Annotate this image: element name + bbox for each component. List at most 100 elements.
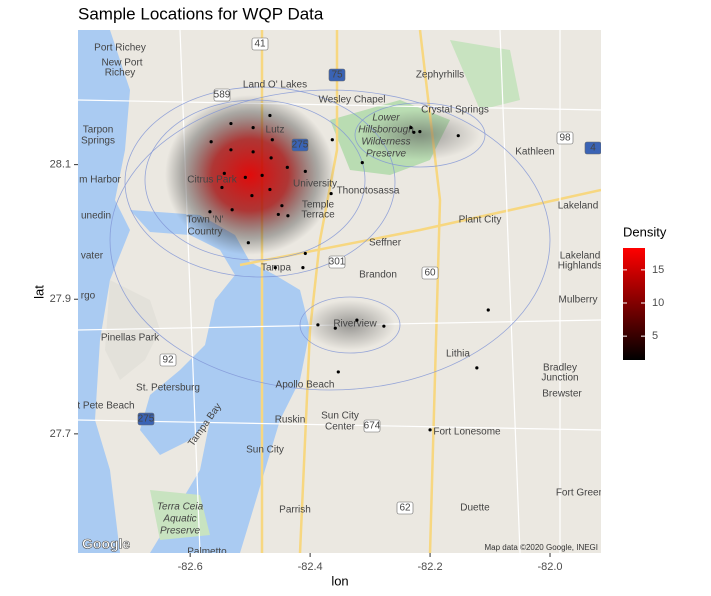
road-shield [396, 501, 414, 515]
map-label: Terrace [301, 210, 335, 221]
road-number: 301 [329, 257, 346, 268]
road-shield [556, 131, 574, 145]
map-label: Terra Ceia [157, 502, 204, 513]
point [260, 173, 264, 177]
road-number: 98 [559, 133, 571, 144]
map-label: Temple [302, 200, 335, 211]
point [301, 266, 305, 270]
colorbar-label: 5 [652, 330, 658, 342]
point [428, 428, 432, 432]
map-label: Lower [372, 113, 400, 124]
point [251, 125, 255, 130]
point [418, 130, 422, 134]
map-label: Kathleen [515, 147, 554, 158]
point [222, 171, 226, 175]
map-label: Citrus Park [187, 175, 237, 186]
point [486, 308, 490, 312]
point [336, 370, 340, 374]
point [360, 161, 364, 165]
density [305, 300, 395, 350]
map-label: Lakeland [560, 251, 601, 262]
colorbar-label: 15 [652, 264, 664, 276]
colorbar [623, 248, 645, 360]
road-shield [137, 412, 155, 426]
map-label: Seffner [369, 238, 402, 249]
map-label: Mulberry [559, 295, 598, 306]
park [150, 490, 210, 540]
map-label: Highlands [558, 261, 602, 272]
map-label: Fort Green [556, 488, 604, 499]
map-label: Aquatic [162, 514, 196, 525]
point [303, 251, 307, 256]
road-shield [328, 255, 346, 269]
point [230, 208, 234, 212]
map-label: Springs [81, 136, 115, 147]
road-shield [328, 68, 346, 82]
point [229, 148, 233, 152]
x-tick-label: -82.4 [298, 561, 323, 573]
map-label: St. Petersburg [136, 383, 200, 394]
point [382, 324, 386, 328]
road-number: 62 [399, 503, 411, 514]
map-label: Palmetto [187, 547, 227, 558]
road-shield [213, 88, 231, 102]
road-number: 60 [424, 268, 436, 279]
map-label: Bradley [543, 363, 577, 374]
map-label: Lakeland [558, 201, 599, 212]
point [316, 323, 320, 327]
point [409, 125, 413, 130]
y-tick-label: 28.1 [50, 159, 71, 171]
road-shield [159, 353, 177, 367]
point [456, 134, 460, 138]
point [208, 210, 212, 214]
point [251, 150, 255, 154]
map-label: Sun City [246, 445, 284, 456]
road-number: 674 [364, 421, 381, 432]
road-number: 275 [292, 140, 309, 151]
map-label: Pinellas Park [101, 333, 160, 344]
point [285, 165, 289, 169]
point [268, 187, 272, 192]
map-label: Plant City [459, 215, 502, 226]
road-shield [291, 138, 309, 152]
map-label: Zephyrhills [416, 70, 464, 81]
map-label: Crystal Springs [421, 105, 489, 116]
road-number: 41 [254, 39, 266, 50]
road-shield [421, 266, 439, 280]
point [243, 175, 247, 180]
point [333, 326, 337, 330]
point [246, 241, 250, 245]
x-tick-label: -82.6 [178, 561, 203, 573]
road-number: 589 [214, 90, 231, 101]
x-tick-label: -82.0 [537, 561, 562, 573]
map-label: University [293, 179, 337, 190]
map-label: Port Richey [94, 43, 146, 54]
road-shield [363, 419, 381, 433]
point [209, 140, 213, 144]
map-label: t Pete Beach [77, 401, 134, 412]
map-label: Brewster [542, 389, 582, 400]
point [250, 193, 254, 198]
chart-title: Sample Locations for WQP Data [78, 4, 324, 23]
point [303, 169, 307, 173]
water [78, 30, 130, 553]
map-label: Riverview [333, 319, 377, 330]
road-shield [251, 37, 269, 51]
map-label: Preserve [160, 526, 200, 537]
map-label: Ruskin [275, 415, 306, 426]
water [130, 210, 310, 553]
road-number: 75 [331, 70, 343, 81]
x-axis-label: lon [331, 573, 348, 588]
land [105, 280, 160, 380]
road-shield [584, 141, 601, 155]
point [475, 366, 479, 370]
map-label: Lutz [266, 125, 285, 136]
map-label: Lithia [446, 349, 470, 360]
point [276, 212, 280, 217]
y-tick-label: 27.9 [50, 293, 71, 305]
map-label: unedin [81, 211, 111, 222]
map-label: Sun City [321, 411, 359, 422]
point [273, 266, 277, 270]
map-label: Duette [460, 503, 490, 514]
